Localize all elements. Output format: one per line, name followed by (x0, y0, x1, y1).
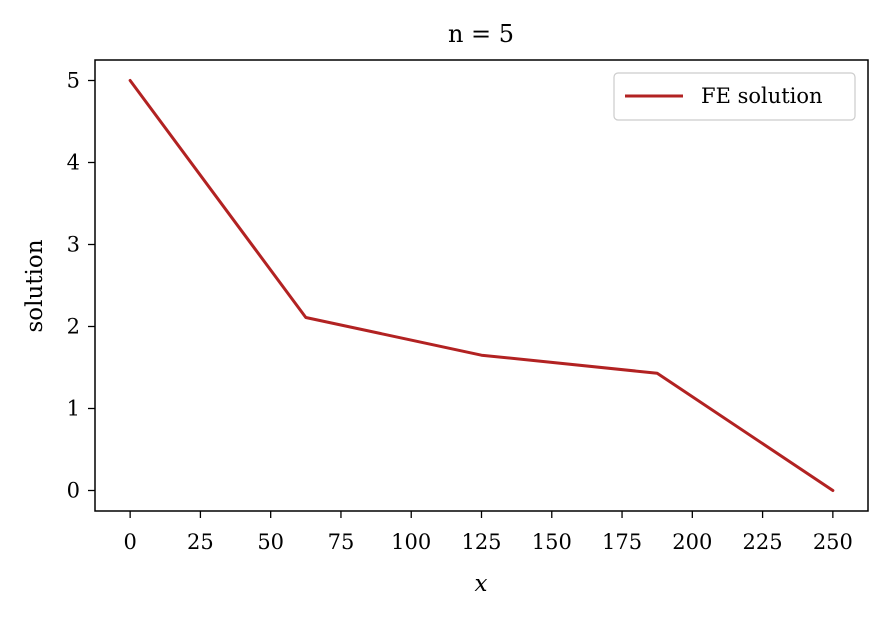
y-tick-label: 3 (67, 233, 80, 257)
y-axis-label: solution (22, 239, 48, 332)
y-tick-label: 0 (67, 479, 80, 503)
x-tick-label: 25 (187, 530, 214, 554)
y-tick-label: 1 (67, 397, 80, 421)
y-tick-label: 4 (67, 151, 80, 175)
x-tick-label: 175 (602, 530, 642, 554)
y-tick-label: 5 (67, 69, 80, 93)
series-layer (128, 79, 835, 492)
series-line (128, 79, 835, 492)
x-tick-label: 250 (813, 530, 853, 554)
x-tick-label: 75 (328, 530, 355, 554)
legend-label: FE solution (701, 84, 823, 108)
x-tick-label: 150 (532, 530, 572, 554)
y-tick-label: 2 (67, 315, 80, 339)
legend: FE solution (613, 72, 856, 121)
x-tick-label: 100 (391, 530, 431, 554)
x-tick-label: 125 (461, 530, 501, 554)
x-axis-label: x (475, 571, 488, 597)
x-tick-label: 225 (743, 530, 783, 554)
x-axis: 0 25 50 75 100 125 150 175 200 225 250 (123, 511, 853, 554)
plot-frame (94, 59, 869, 512)
x-tick-label: 50 (257, 530, 284, 554)
y-axis: 0 1 2 3 4 5 (67, 69, 95, 503)
chart-title: n = 5 (448, 20, 514, 48)
x-tick-label: 0 (123, 530, 136, 554)
x-tick-label: 200 (672, 530, 712, 554)
legend-box (613, 72, 856, 121)
